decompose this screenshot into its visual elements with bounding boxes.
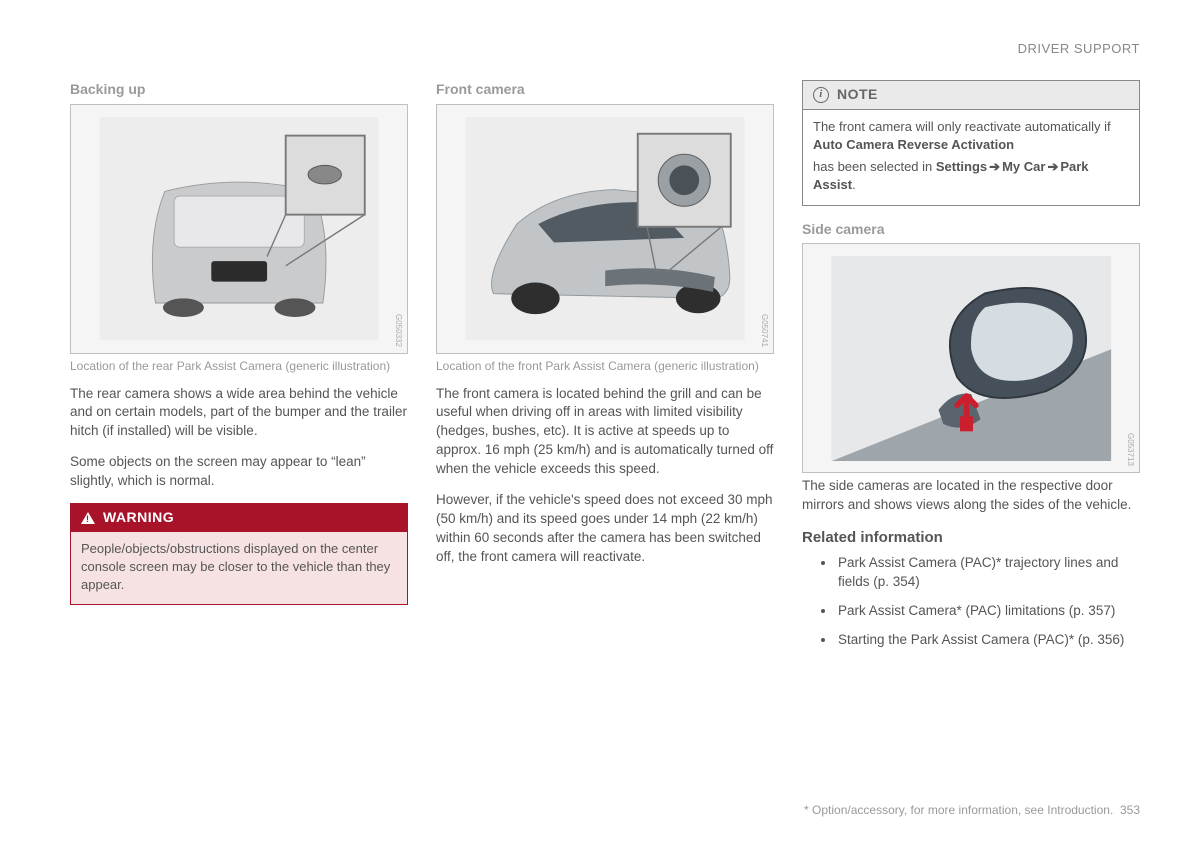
- arrow-icon: ➔: [989, 158, 1000, 176]
- period: .: [852, 177, 856, 192]
- column-note-side-related: i NOTE The front camera will only reacti…: [802, 80, 1140, 659]
- column-backing-up: Backing up G050332 Location of the rear …: [70, 80, 408, 659]
- related-info-list: Park Assist Camera (PAC)* trajectory lin…: [802, 554, 1140, 650]
- figure-side-camera: G053713: [802, 243, 1140, 473]
- heading-side-camera: Side camera: [802, 220, 1140, 240]
- heading-front-camera: Front camera: [436, 80, 774, 100]
- note-text: has been selected in: [813, 159, 936, 174]
- warning-header: WARNING: [71, 504, 407, 532]
- arrow-icon: ➔: [1047, 158, 1058, 176]
- settings-path: My Car: [1002, 159, 1045, 174]
- illustration-front-vehicle: [454, 117, 756, 340]
- column-front-camera: Front camera G050741 Location of the fro…: [436, 80, 774, 659]
- note-header: i NOTE: [803, 81, 1139, 110]
- paragraph: The side cameras are located in the resp…: [802, 477, 1140, 515]
- page-footer: * Option/accessory, for more information…: [804, 802, 1140, 819]
- paragraph: However, if the vehicle's speed does not…: [436, 491, 774, 567]
- warning-callout: WARNING People/objects/obstructions disp…: [70, 503, 408, 605]
- paragraph: The front camera is located behind the g…: [436, 385, 774, 479]
- image-code: G050741: [759, 314, 770, 347]
- warning-body: People/objects/obstructions displayed on…: [71, 532, 407, 605]
- image-code: G053713: [1125, 433, 1136, 466]
- settings-path: Settings: [936, 159, 987, 174]
- list-item: Park Assist Camera* (PAC) limitations (p…: [836, 602, 1140, 621]
- note-text: The front camera will only reactivate au…: [813, 119, 1111, 134]
- image-code: G050332: [393, 314, 404, 347]
- related-info-heading: Related information: [802, 527, 1140, 548]
- note-label: NOTE: [837, 85, 878, 105]
- paragraph: Some objects on the screen may appear to…: [70, 453, 408, 491]
- list-item: Starting the Park Assist Camera (PAC)* (…: [836, 631, 1140, 650]
- info-icon: i: [813, 87, 829, 103]
- illustration-rear-vehicle: [88, 117, 390, 340]
- footnote: * Option/accessory, for more information…: [804, 803, 1113, 817]
- chapter-header: DRIVER SUPPORT: [70, 40, 1140, 58]
- three-column-layout: Backing up G050332 Location of the rear …: [70, 80, 1140, 659]
- note-body: The front camera will only reactivate au…: [803, 110, 1139, 205]
- list-item: Park Assist Camera (PAC)* trajectory lin…: [836, 554, 1140, 592]
- page-number: 353: [1120, 803, 1140, 817]
- illustration-side-mirror: [820, 256, 1122, 461]
- warning-label: WARNING: [103, 508, 174, 528]
- paragraph: The rear camera shows a wide area behind…: [70, 385, 408, 442]
- heading-backing-up: Backing up: [70, 80, 408, 100]
- figure-front-camera: G050741: [436, 104, 774, 354]
- figure-rear-camera: G050332: [70, 104, 408, 354]
- caption-front: Location of the front Park Assist Camera…: [436, 358, 774, 375]
- note-callout: i NOTE The front camera will only reacti…: [802, 80, 1140, 205]
- note-bold: Auto Camera Reverse Activation: [813, 137, 1014, 152]
- warning-icon: [81, 512, 95, 524]
- caption-rear: Location of the rear Park Assist Camera …: [70, 358, 408, 375]
